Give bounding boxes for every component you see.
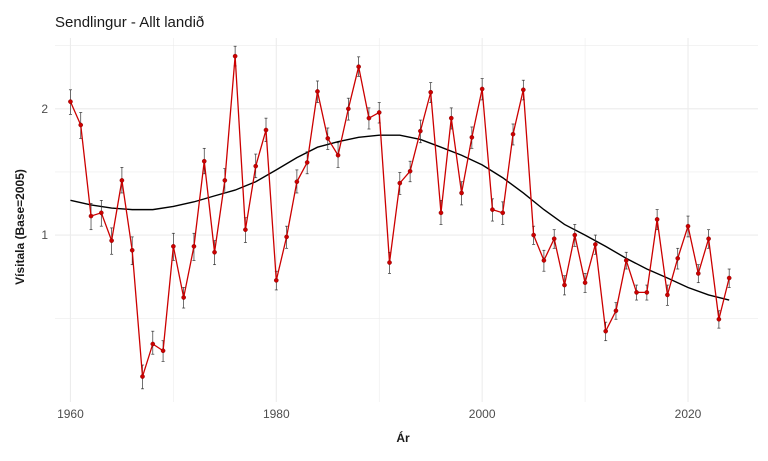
data-point xyxy=(428,89,433,95)
data-point xyxy=(397,180,403,186)
data-point xyxy=(623,258,629,263)
data-point xyxy=(521,87,526,93)
data-point xyxy=(706,236,711,242)
data-point xyxy=(99,210,104,216)
tick-labels: 1960 1980 2000 2020 1 2 xyxy=(41,102,701,421)
data-point xyxy=(654,217,660,222)
data-point xyxy=(294,179,300,185)
x-axis-label: Ár xyxy=(396,430,410,445)
x-tick-label: 2000 xyxy=(469,407,496,421)
data-point xyxy=(510,131,516,137)
trend-line xyxy=(70,134,730,301)
data-point xyxy=(551,236,557,242)
data-point xyxy=(644,290,650,295)
data-point xyxy=(119,178,125,183)
y-axis-label: Vísitala (Base=2005) xyxy=(13,169,27,285)
data-point xyxy=(448,115,454,121)
data-point xyxy=(572,232,578,238)
index-series xyxy=(68,45,732,390)
data-point xyxy=(201,158,207,164)
data-point xyxy=(665,292,670,298)
trend-series xyxy=(70,134,730,301)
chart-title: Sendlingur - Allt landið xyxy=(55,14,204,31)
data-point xyxy=(376,110,382,115)
grid xyxy=(55,38,758,402)
data-point xyxy=(335,152,341,158)
data-point xyxy=(253,163,259,169)
data-point xyxy=(407,168,413,174)
data-point xyxy=(150,341,156,347)
data-point xyxy=(716,316,722,322)
data-point xyxy=(356,64,361,70)
data-point xyxy=(593,242,598,247)
data-point xyxy=(315,89,320,94)
data-point xyxy=(181,295,186,300)
data-point xyxy=(263,127,269,133)
data-point xyxy=(438,210,444,216)
data-point xyxy=(531,232,536,238)
index-line xyxy=(69,56,730,377)
data-point xyxy=(696,271,701,276)
data-point xyxy=(613,308,619,314)
data-point xyxy=(726,275,732,281)
data-point xyxy=(459,190,464,196)
x-tick-label: 2020 xyxy=(675,407,702,421)
data-point xyxy=(212,249,217,255)
data-point xyxy=(346,106,351,112)
x-tick-label: 1980 xyxy=(263,407,290,421)
data-point xyxy=(222,178,228,183)
data-point xyxy=(232,53,238,59)
data-point xyxy=(191,244,197,249)
y-tick-label: 2 xyxy=(41,102,48,116)
data-point xyxy=(603,328,608,334)
data-point xyxy=(387,260,392,265)
data-point xyxy=(418,128,423,134)
data-point xyxy=(88,213,94,219)
data-point xyxy=(541,258,547,263)
data-point xyxy=(685,223,691,229)
data-point xyxy=(171,244,176,249)
data-point xyxy=(500,210,506,216)
data-point xyxy=(160,348,166,354)
data-point xyxy=(366,115,372,121)
data-point xyxy=(243,227,248,232)
data-point xyxy=(78,122,84,128)
data-point xyxy=(675,256,681,261)
data-point xyxy=(284,234,289,240)
data-point xyxy=(109,238,114,243)
data-point xyxy=(562,282,567,288)
data-point xyxy=(129,247,135,253)
data-point xyxy=(490,207,495,212)
data-point xyxy=(325,136,331,141)
data-point xyxy=(469,135,475,140)
y-tick-label: 1 xyxy=(41,228,48,242)
data-point xyxy=(304,160,310,165)
data-point xyxy=(479,86,485,92)
data-point xyxy=(634,290,639,295)
data-point xyxy=(582,280,588,285)
x-tick-label: 1960 xyxy=(57,407,84,421)
data-point xyxy=(68,99,73,104)
data-point xyxy=(273,278,279,283)
data-point xyxy=(140,374,145,379)
